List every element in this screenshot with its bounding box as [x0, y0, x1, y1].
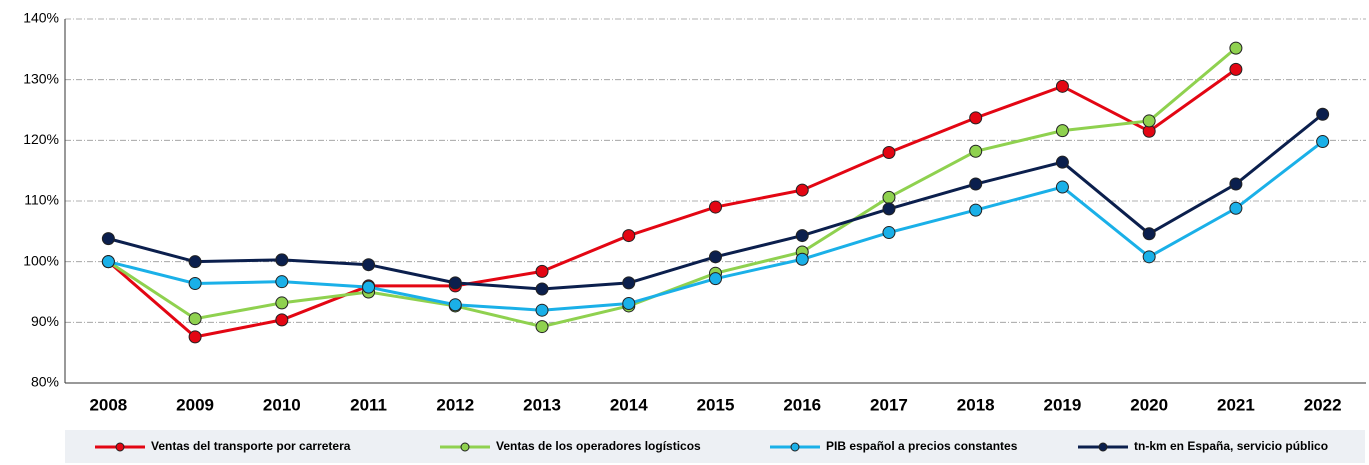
x-tick-label: 2020: [1130, 395, 1168, 414]
x-tick-label: 2010: [263, 395, 301, 414]
x-tick-label: 2009: [176, 395, 214, 414]
data-point: [1229, 62, 1243, 76]
data-point: [882, 190, 896, 204]
data-point: [535, 320, 549, 334]
y-tick-label: 90%: [31, 313, 59, 329]
data-point: [188, 277, 202, 291]
data-point: [969, 144, 983, 158]
legend-label: PIB español a precios constantes: [826, 439, 1018, 453]
x-tick-label: 2016: [783, 395, 821, 414]
legend-swatch-dot: [1098, 442, 1108, 452]
y-tick-label: 80%: [31, 374, 59, 390]
data-point: [1142, 250, 1156, 264]
data-point: [969, 177, 983, 191]
data-point: [1055, 180, 1069, 194]
data-point: [448, 298, 462, 312]
data-point: [101, 232, 115, 246]
data-point: [535, 264, 549, 278]
y-tick-label: 110%: [24, 192, 59, 208]
data-point: [535, 282, 549, 296]
legend-swatch-dot: [115, 442, 125, 452]
data-point: [188, 312, 202, 326]
data-point: [969, 203, 983, 217]
x-tick-label: 2017: [870, 395, 908, 414]
data-point: [795, 183, 809, 197]
data-point: [275, 253, 289, 267]
legend-band: [65, 430, 1365, 463]
data-point: [1229, 41, 1243, 55]
data-point: [709, 200, 722, 214]
series-line: [107, 68, 1237, 339]
data-point: [882, 226, 896, 240]
data-point: [1229, 177, 1243, 191]
y-tick-label: 130%: [23, 70, 59, 86]
data-point: [1316, 135, 1330, 149]
data-point: [188, 255, 202, 269]
data-point: [1229, 201, 1243, 215]
data-point: [275, 296, 289, 310]
x-tick-label: 2021: [1217, 395, 1255, 414]
data-point: [535, 303, 549, 317]
x-tick-label: 2014: [610, 395, 648, 414]
x-tick-label: 2011: [350, 395, 387, 414]
data-point: [1055, 124, 1069, 138]
data-point: [188, 330, 202, 344]
data-point: [1055, 79, 1069, 93]
x-tick-label: 2013: [523, 395, 561, 414]
legend-label: tn-km en España, servicio público: [1134, 439, 1328, 453]
data-point: [1142, 227, 1156, 241]
data-point: [101, 255, 115, 269]
data-point: [622, 297, 636, 311]
y-tick-label: 120%: [23, 131, 59, 147]
data-point: [795, 252, 809, 266]
x-tick-label: 2019: [1044, 395, 1082, 414]
data-point: [709, 272, 722, 286]
legend-swatch-dot: [790, 442, 800, 452]
x-tick-label: 2012: [436, 395, 474, 414]
data-point: [709, 250, 722, 264]
data-point: [362, 280, 376, 294]
y-tick-label: 140%: [23, 10, 59, 26]
data-point: [622, 229, 636, 243]
data-point: [882, 202, 896, 216]
data-point: [1055, 155, 1069, 169]
data-point: [969, 111, 983, 125]
x-tick-label: 2015: [697, 395, 735, 414]
data-point: [795, 229, 809, 243]
data-point: [275, 275, 289, 289]
data-point: [1316, 107, 1330, 121]
x-tick-label: 2018: [957, 395, 995, 414]
legend-label: Ventas del transporte por carretera: [151, 439, 351, 453]
x-tick-label: 2022: [1304, 395, 1342, 414]
data-point: [275, 313, 289, 327]
y-tick-label: 100%: [23, 252, 59, 268]
data-point: [362, 258, 376, 272]
data-point: [622, 276, 636, 290]
legend-swatch-dot: [460, 442, 470, 452]
legend-label: Ventas de los operadores logísticos: [496, 439, 701, 453]
data-point: [1142, 114, 1156, 128]
data-point: [882, 145, 896, 159]
x-tick-label: 2008: [89, 395, 127, 414]
data-point: [448, 276, 462, 290]
